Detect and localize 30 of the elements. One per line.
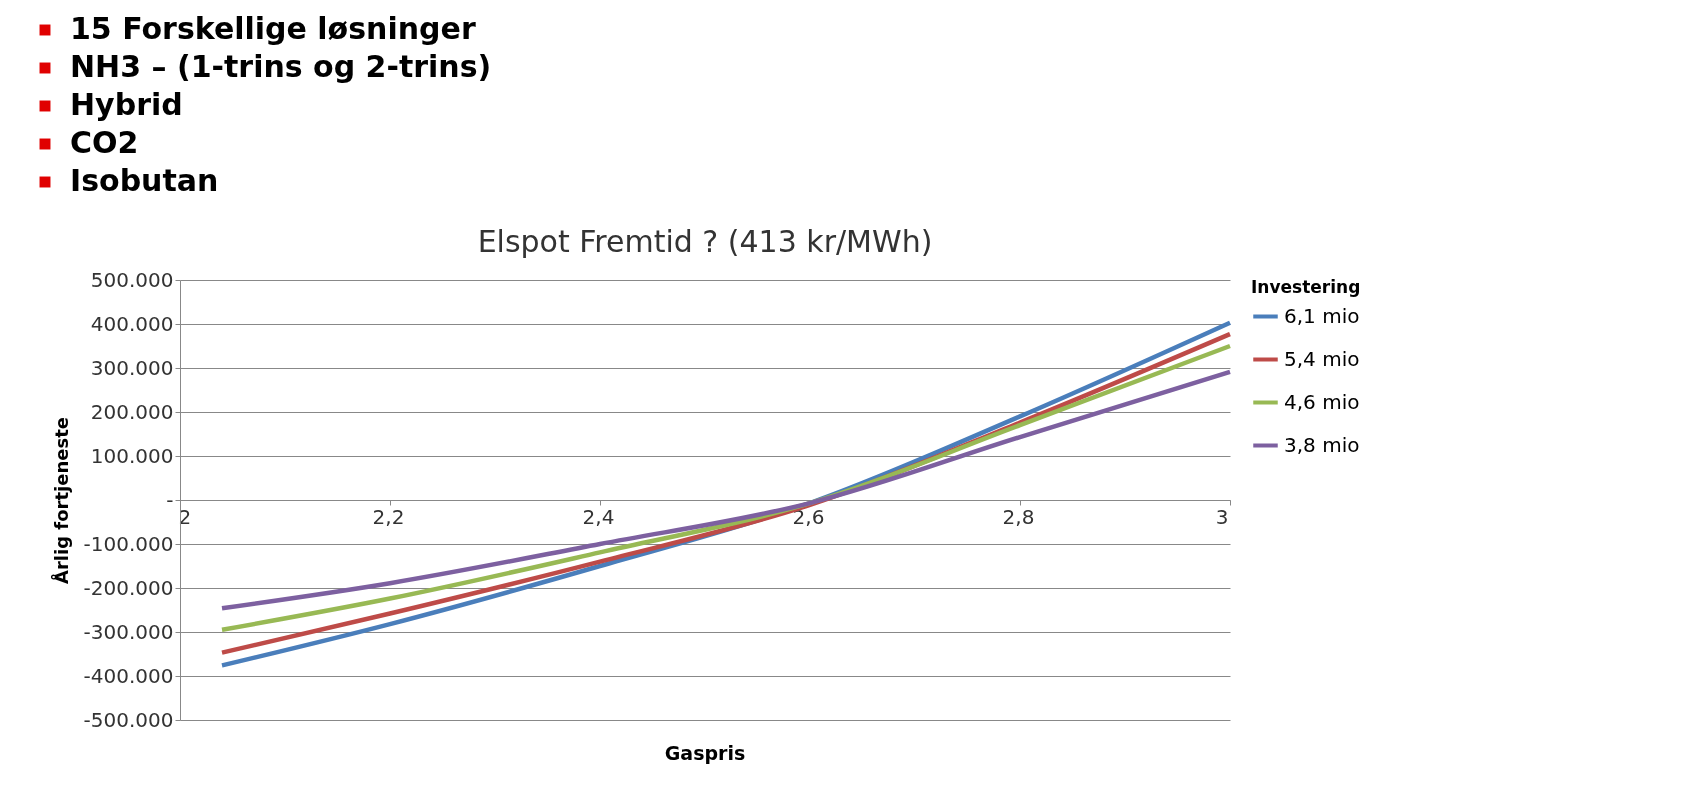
line-series	[219, 369, 1233, 611]
text: 15 Forskellige løsninger	[70, 11, 476, 46]
y-tick-label: -500.000	[83, 707, 174, 732]
y-tick-label: 100.000	[90, 443, 174, 468]
x-tick-label: 2,2	[372, 504, 405, 529]
legend-label: 4,6 mio	[1284, 389, 1360, 414]
x-tick-label: 2,6	[792, 504, 825, 529]
legend-label: 5,4 mio	[1284, 346, 1360, 371]
text: Hybrid	[70, 87, 183, 122]
x-axis-title: Gaspris	[664, 742, 746, 764]
y-tick-label: -	[166, 487, 174, 512]
legend-label: 6,1 mio	[1284, 303, 1360, 328]
y-tick-label: 400.000	[90, 311, 174, 336]
y-tick-label: -400.000	[83, 663, 174, 688]
x-tick-label: 2,4	[582, 504, 615, 529]
legend-label: 3,8 mio	[1284, 432, 1360, 457]
text: Isobutan	[70, 163, 219, 198]
chart-title: Elspot Fremtid ? (413 kr/MWh)	[477, 224, 933, 259]
legend-title: Investering	[1251, 277, 1361, 297]
y-tick-label: 300.000	[90, 355, 174, 380]
y-tick-label: -200.000	[83, 575, 174, 600]
y-tick-label: -300.000	[83, 619, 174, 644]
y-axis-title: Årlig fortjeneste	[49, 417, 72, 584]
text: CO2	[70, 125, 139, 160]
y-tick-label: -100.000	[83, 531, 174, 556]
x-tick-label: 3	[1215, 504, 1229, 529]
y-tick-label: 500.000	[90, 267, 174, 292]
y-tick-label: 200.000	[90, 399, 174, 424]
x-tick-label: 2,8	[1002, 504, 1035, 529]
text: NH3 – (1-trins og 2-trins)	[70, 49, 492, 84]
